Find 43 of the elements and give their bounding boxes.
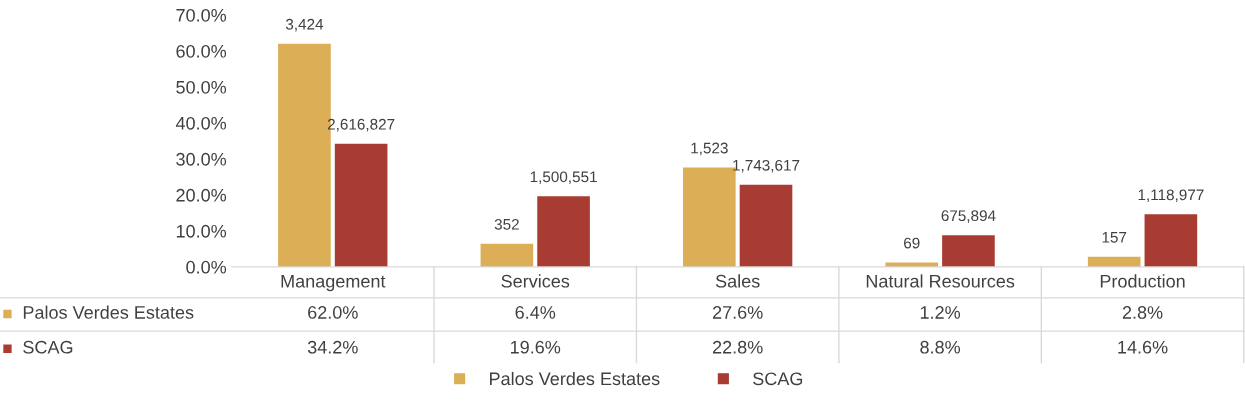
y-tick-label: 40.0% [175,116,227,130]
annotation: 157 [1102,232,1127,243]
y-tick-label: 60.0% [176,44,227,58]
data-label: 22.8% [712,340,763,354]
x-tick-label: Management [281,275,386,292]
annotation: 1,523 [691,142,728,156]
bar [739,184,793,267]
annotation: 675,894 [941,210,996,223]
text: Palos Verdes Estates [490,371,660,386]
data-label: 34.2% [307,340,358,354]
data-label: 14.6% [1118,340,1168,354]
y-tick-label: 70.0% [176,8,227,22]
bar [537,196,590,267]
legend-label: SCAG [753,372,803,386]
x-tick-label: Production [1100,274,1185,288]
bar [1087,256,1141,267]
data-label: 1.2% [920,306,961,319]
annotation: 69 [904,237,920,249]
annotation: 1,500,551 [530,171,597,185]
y-tick-label: 30.0% [176,152,227,166]
data-label: 19.6% [511,340,561,354]
data-label: 27.6% [712,306,763,319]
text: SCAG [23,340,73,354]
annotation: 1,118,977 [1138,189,1204,203]
annotation: 352 [494,218,519,230]
annotation: 1,743,617 [733,159,800,173]
bar [334,143,388,267]
bar [480,243,534,267]
bar [942,235,995,267]
data-label: 62.0% [308,306,358,319]
y-tick-label: 10.0% [176,224,227,238]
x-tick-label: Sales [715,274,760,288]
x-tick-label: Services [501,274,570,288]
y-tick-label: 20.0% [176,188,227,202]
bar [1144,214,1198,267]
x-tick-label: Natural Resources [866,274,1015,288]
data-label: 6.4% [515,306,556,319]
legend-label: Palos Verdes Estates [23,305,194,319]
data-label: 2.8% [1122,306,1163,319]
data-label: 8.8% [920,340,961,354]
annotation: 3,424 [285,18,324,32]
y-tick-label: 50.0% [176,80,227,94]
y-tick-label: 0.0% [186,260,227,274]
